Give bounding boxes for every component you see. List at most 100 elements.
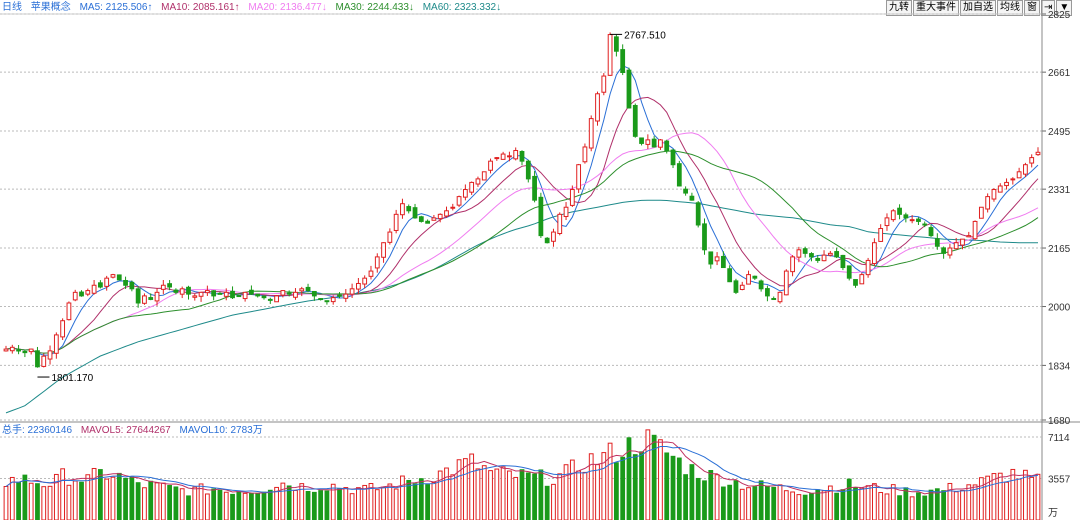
candle-body <box>349 288 355 295</box>
candle-body <box>198 291 204 297</box>
add-watchlist-button[interactable]: 加自选 <box>960 0 996 16</box>
candle-body <box>299 288 305 292</box>
volume-bar <box>85 474 91 520</box>
volume-bar <box>337 488 342 520</box>
volume-bar <box>859 487 865 520</box>
volume-bar <box>28 482 34 520</box>
candle-body <box>79 291 84 297</box>
candle-body <box>148 297 154 300</box>
volume-bar <box>563 464 569 520</box>
volume-bar <box>116 472 122 520</box>
volume-bar <box>47 485 53 520</box>
price-tick-label: 1680 <box>1048 416 1071 427</box>
volume-bar <box>249 492 254 520</box>
candle-body <box>664 140 670 152</box>
candle-body <box>695 202 701 226</box>
candle-body <box>960 238 965 246</box>
volume-bar <box>878 492 884 520</box>
candle-body <box>859 274 865 285</box>
candle-body <box>827 252 833 256</box>
moving-average-button[interactable]: 均线 <box>997 0 1023 16</box>
candle-body <box>475 178 481 185</box>
volume-bar <box>387 483 393 520</box>
volume-bar <box>733 480 739 520</box>
volume-bar <box>890 484 896 520</box>
candle-body <box>381 242 386 258</box>
volume-bar <box>192 486 198 520</box>
volume-bar <box>444 467 449 520</box>
candle-body <box>488 160 493 171</box>
volume-bar <box>324 490 330 520</box>
candle-body <box>481 171 487 181</box>
candle-body <box>890 210 896 221</box>
volume-bar <box>160 482 166 520</box>
volume-bar <box>569 459 575 520</box>
volume-bar <box>1004 481 1009 520</box>
candle-body <box>66 302 72 321</box>
volume-bar <box>129 476 135 520</box>
candle-body <box>462 189 468 198</box>
candle-body <box>456 196 462 206</box>
volume-bar <box>947 482 953 520</box>
period-label: 日线 <box>2 2 22 13</box>
window-button[interactable]: 窗 <box>1024 0 1040 16</box>
volume-bar <box>437 470 443 520</box>
price-tick-label: 2165 <box>1048 244 1071 255</box>
candle-body <box>582 146 588 163</box>
index-name: 苹果概念 <box>30 2 71 13</box>
candle-body <box>1004 181 1009 187</box>
candle-body <box>60 320 66 338</box>
volume-bar <box>35 483 40 520</box>
candle-body <box>916 218 921 222</box>
candle-body <box>714 256 720 262</box>
volume-bar <box>362 484 368 520</box>
jiuzhuan-button[interactable]: 九转 <box>886 0 912 16</box>
price-tick-label: 2000 <box>1048 303 1071 314</box>
volume-bar <box>318 490 324 520</box>
candle-body <box>217 292 223 295</box>
volume-bar <box>79 481 84 520</box>
candle-body <box>406 206 412 212</box>
volume-bar <box>456 459 462 520</box>
volume-bar <box>412 483 418 520</box>
volume-bar <box>997 472 1003 520</box>
volume-bar <box>343 487 349 520</box>
dropdown-icon[interactable]: ▼ <box>1056 0 1073 16</box>
candle-body <box>116 274 122 281</box>
candle-body <box>941 247 946 254</box>
candle-body <box>991 189 997 200</box>
ma20-label: MA20: 2136.477↓ <box>248 2 327 13</box>
volume-bar <box>154 482 160 520</box>
candle-body <box>330 297 336 303</box>
volume-bar <box>695 477 701 520</box>
volume-bar <box>481 465 487 520</box>
volume-bar <box>217 489 223 520</box>
candle-body <box>658 139 663 148</box>
volume-unit-label: 万 <box>1048 508 1058 519</box>
candle-body <box>922 223 928 226</box>
volume-tick-label: 3557 <box>1048 475 1071 486</box>
volume-bars <box>3 429 1041 520</box>
candle-body <box>186 286 191 295</box>
candle-body <box>255 293 261 297</box>
candle-body <box>796 249 802 258</box>
candle-body <box>645 139 651 145</box>
volume-bar <box>727 484 733 520</box>
volume-bar <box>450 474 456 520</box>
volume-bar <box>853 487 858 520</box>
volume-bar <box>400 475 405 520</box>
volume-bar <box>525 472 531 520</box>
volume-bar <box>230 493 235 520</box>
volume-bar <box>519 469 525 520</box>
volume-bar <box>462 458 468 520</box>
candle-body <box>595 93 600 122</box>
volume-bar <box>903 487 909 520</box>
candle-body <box>387 231 393 243</box>
volume-bar <box>1035 473 1041 520</box>
major-events-button[interactable]: 重大事件 <box>913 0 959 16</box>
candle-body <box>311 290 317 297</box>
volume-bar <box>960 489 965 520</box>
candle-body <box>525 160 531 180</box>
volume-tick-label: 7114 <box>1048 433 1070 444</box>
